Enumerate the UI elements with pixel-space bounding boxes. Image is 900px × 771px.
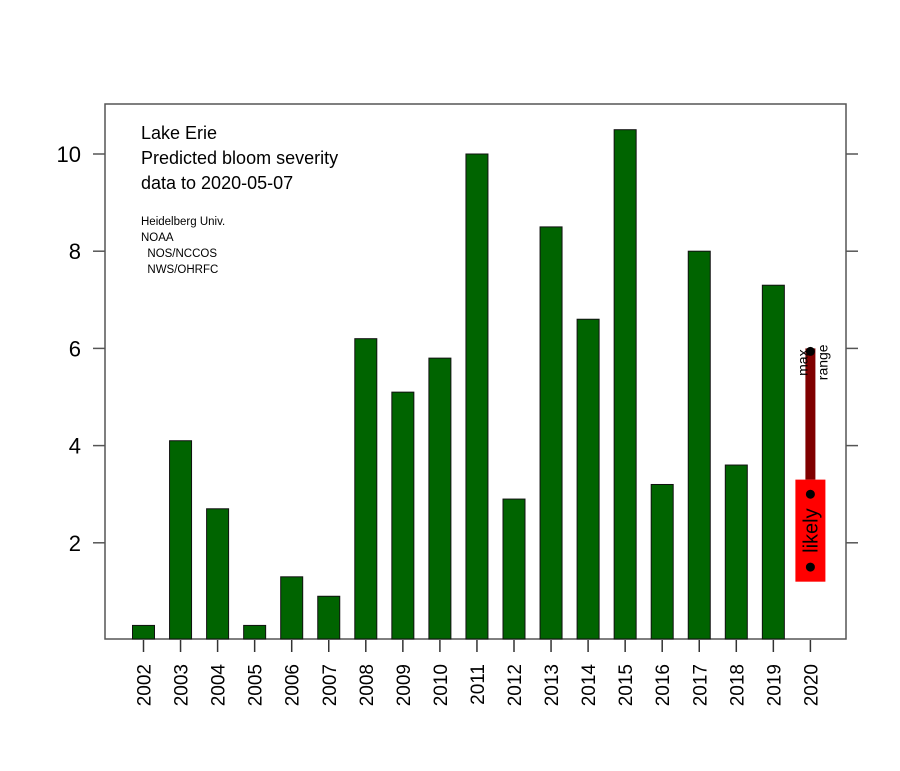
max-point	[805, 346, 815, 356]
bar-2008	[354, 338, 378, 640]
bar-2003	[169, 440, 193, 640]
bar-2011	[465, 153, 489, 640]
x-tick-label: 2002	[135, 664, 156, 706]
x-axis: 2002 2003 2004 2005 2006 2007 2008 2009 2010 2011…	[135, 640, 822, 707]
bar-2002	[132, 624, 155, 640]
likely-point	[805, 489, 815, 499]
x-tick-label: 2011	[468, 664, 489, 705]
bar-2006	[280, 576, 304, 640]
bar-2005	[243, 624, 267, 640]
y-tick-label: 4	[69, 434, 81, 459]
y-axis-right	[846, 153, 858, 544]
x-tick-label: 2012	[505, 664, 526, 706]
x-tick-label: 2003	[172, 664, 193, 706]
x-tick-label: 2009	[394, 664, 415, 706]
bar-2015	[613, 129, 637, 640]
bar-2010	[428, 357, 452, 640]
x-tick-label: 2018	[727, 664, 748, 706]
x-tick-label: 2007	[320, 664, 341, 706]
bar-2012	[502, 498, 526, 640]
likely-point	[805, 562, 815, 572]
y-axis-left: 2 4 6 8 10	[57, 142, 105, 556]
x-tick-label: 2019	[764, 664, 785, 706]
max-range-bar	[805, 348, 816, 480]
title-line-3: data to 2020-05-07	[141, 173, 293, 193]
forecast-2020: likely max range	[794, 344, 830, 582]
bars	[132, 129, 785, 640]
title-block: Lake Erie Predicted bloom severity data …	[141, 123, 338, 193]
x-tick-label: 2020	[801, 664, 822, 706]
x-tick-label: 2008	[357, 664, 378, 706]
y-tick-label: 6	[69, 336, 81, 361]
credit-line-1: Heidelberg Univ.	[141, 216, 225, 228]
x-tick-label: 2010	[431, 664, 452, 706]
bar-2007	[317, 595, 341, 640]
y-tick-label: 2	[69, 531, 81, 556]
credit-line-3: NOS/NCCOS	[141, 248, 217, 260]
max-label: max	[794, 349, 810, 375]
title-line-2: Predicted bloom severity	[141, 148, 338, 168]
x-tick-label: 2017	[690, 664, 711, 706]
bar-2009	[391, 391, 415, 640]
bar-2018	[724, 464, 748, 640]
x-tick-label: 2015	[616, 664, 637, 706]
x-tick-label: 2016	[653, 664, 674, 706]
bar-2014	[576, 318, 600, 640]
bar-2013	[539, 226, 563, 640]
x-tick-label: 2006	[283, 664, 304, 706]
credit-line-2: NOAA	[141, 232, 174, 244]
bar-2016	[650, 483, 674, 640]
x-tick-label: 2005	[246, 664, 267, 706]
x-tick-label: 2014	[579, 664, 600, 707]
title-line-1: Lake Erie	[141, 123, 217, 143]
credit-line-4: NWS/OHRFC	[141, 264, 218, 276]
bar-2019	[761, 284, 785, 640]
bar-2017	[687, 250, 711, 640]
x-tick-label: 2013	[542, 664, 563, 706]
credits-block: Heidelberg Univ. NOAA NOS/NCCOS NWS/OHRF…	[141, 216, 225, 276]
range-label: range	[814, 344, 830, 380]
x-tick-label: 2004	[209, 664, 230, 707]
y-tick-label: 10	[57, 142, 81, 167]
likely-label: likely	[800, 508, 822, 552]
y-tick-label: 8	[69, 239, 81, 264]
bar-2004	[206, 508, 230, 640]
